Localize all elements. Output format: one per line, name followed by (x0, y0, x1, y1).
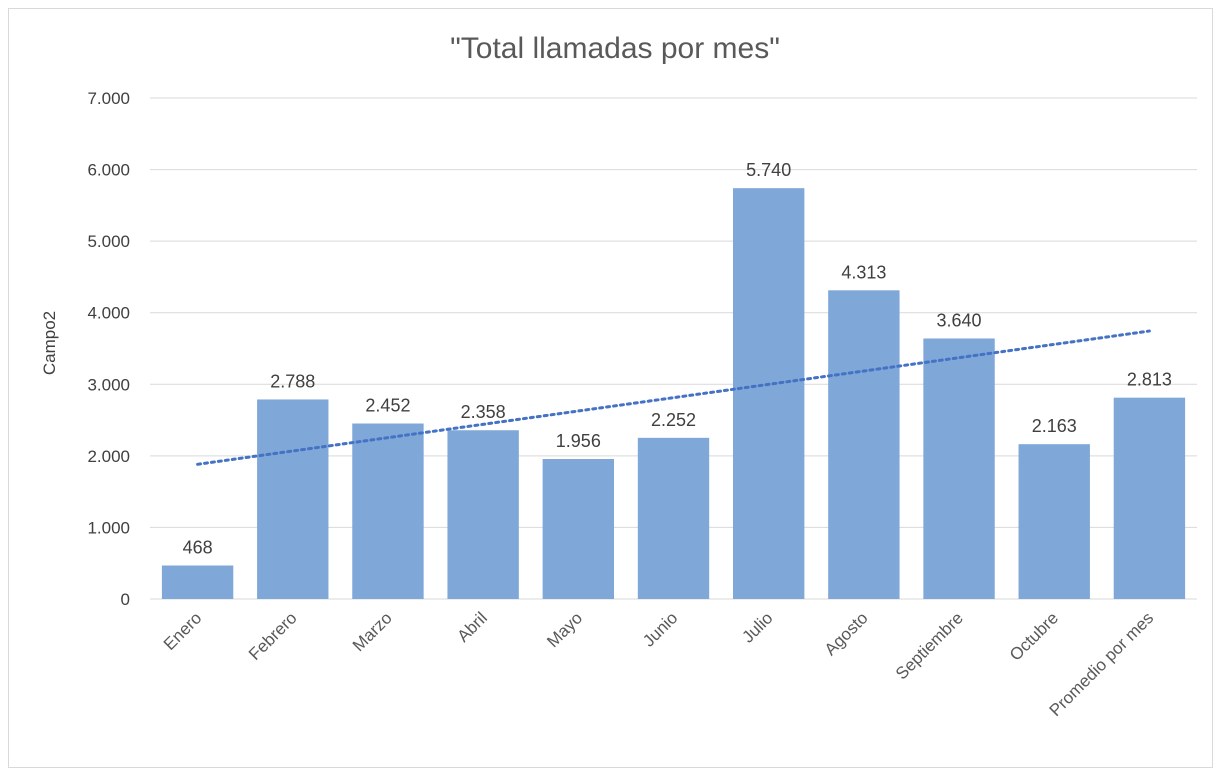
x-tick-label: Promedio por mes (1046, 608, 1158, 720)
data-labels: 468 2.788 2.452 2.358 1.956 2.252 5.740 4.313 3.… (183, 160, 1172, 557)
x-tick-label: Octubre (1006, 608, 1062, 664)
bar-promedio-por-mes (1113, 397, 1186, 599)
x-tick-label: Julio (738, 608, 776, 646)
y-tick-label: 2.000 (87, 447, 130, 466)
y-axis-label: Campo2 (40, 311, 59, 375)
data-label: 4.313 (841, 262, 886, 282)
bar-mayo (542, 459, 615, 599)
chart-title: "Total llamadas por mes" (450, 32, 780, 65)
y-axis-ticks: 0 1.000 2.000 3.000 4.000 5.000 6.000 7.000 (87, 89, 130, 609)
y-tick-label: 3.000 (87, 375, 130, 394)
data-label: 2.452 (365, 396, 410, 416)
x-tick-label: Marzo (349, 608, 396, 655)
data-label: 5.740 (746, 160, 791, 180)
x-tick-label: Febrero (245, 608, 301, 664)
bar-septiembre (923, 338, 995, 599)
bar-julio (732, 188, 805, 599)
y-tick-label: 0 (121, 590, 130, 609)
data-label: 2.788 (270, 371, 315, 391)
bar-marzo (352, 423, 424, 599)
trendline-line (196, 329, 1151, 466)
x-tick-label: Abril (453, 608, 490, 645)
data-label: 1.956 (556, 431, 601, 451)
x-tick-label: Enero (160, 608, 206, 654)
data-label: 2.358 (461, 402, 506, 422)
data-label: 3.640 (937, 310, 982, 330)
bar-enero (161, 565, 234, 599)
x-tick-label: Septiembre (892, 608, 967, 683)
bar-agosto (828, 290, 900, 599)
data-label: 2.813 (1127, 370, 1172, 390)
data-label: 468 (183, 538, 213, 558)
y-tick-label: 7.000 (87, 89, 130, 108)
bar-octubre (1018, 444, 1090, 599)
bar-junio (637, 437, 710, 599)
x-axis-categories: Enero Febrero Marzo Abril Mayo Junio Julio Agos… (160, 608, 1157, 720)
chart-frame (8, 8, 1213, 768)
y-tick-label: 5.000 (87, 232, 130, 251)
bar-abril (447, 430, 519, 599)
y-tick-label: 1.000 (87, 518, 130, 537)
x-tick-label: Agosto (821, 608, 872, 659)
bars (161, 188, 1186, 599)
x-tick-label: Mayo (543, 608, 586, 651)
y-tick-label: 6.000 (87, 161, 130, 180)
data-label: 2.163 (1032, 416, 1077, 436)
x-tick-label: Junio (639, 608, 681, 650)
bar-febrero (257, 399, 329, 599)
trendline (196, 329, 1151, 466)
y-tick-label: 4.000 (87, 304, 130, 323)
data-label: 2.252 (651, 410, 696, 430)
